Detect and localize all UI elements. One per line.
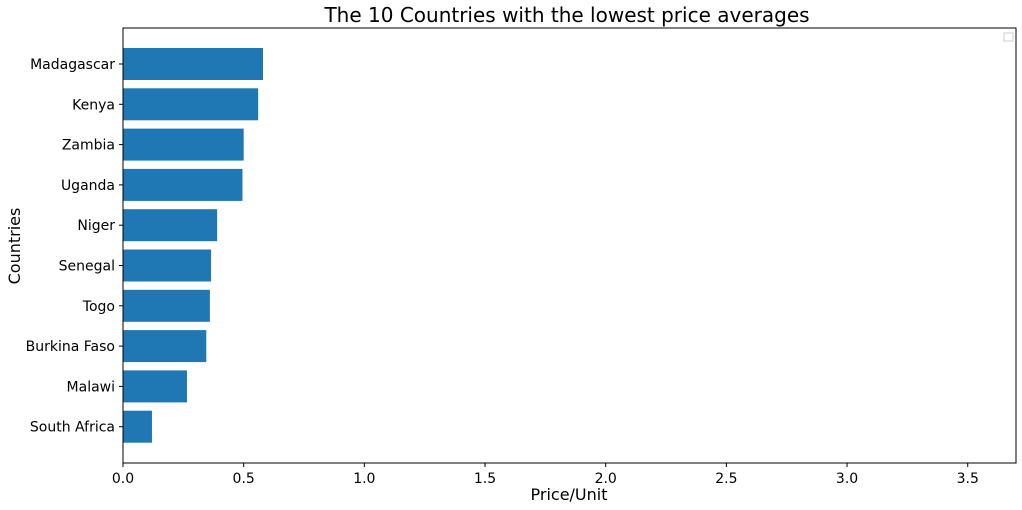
x-tick-label: 1.0	[353, 471, 375, 487]
y-axis-ticks: Madagascar Kenya Zambia Uganda Niger Senegal T…	[26, 57, 123, 436]
bar-south-africa	[123, 410, 152, 443]
bars-group	[123, 48, 263, 443]
bar-niger	[123, 209, 218, 242]
bar-madagascar	[123, 48, 263, 80]
x-tick-label: 2.5	[715, 471, 737, 487]
x-tick-label: 3.0	[836, 471, 858, 487]
y-tick-label: Niger	[77, 218, 115, 234]
x-tick-label: 2.0	[595, 471, 617, 487]
y-tick-label: South Africa	[30, 420, 115, 436]
x-tick-label: 0.5	[233, 471, 255, 487]
y-tick-label: Uganda	[61, 178, 115, 194]
bar-kenya	[123, 88, 259, 121]
bar-zambia	[123, 128, 244, 161]
bar-malawi	[123, 370, 187, 403]
x-axis-label: Price/Unit	[531, 485, 608, 504]
bar-togo	[123, 289, 210, 322]
y-tick-label: Zambia	[62, 138, 115, 154]
bar-uganda	[123, 168, 243, 201]
bar-senegal	[123, 249, 212, 282]
y-tick-label: Madagascar	[30, 57, 115, 73]
y-tick-label: Senegal	[59, 259, 115, 275]
y-tick-label: Kenya	[72, 97, 115, 113]
x-tick-label: 0.0	[112, 471, 134, 487]
chart-title: The 10 Countries with the lowest price a…	[323, 3, 809, 27]
y-tick-label: Burkina Faso	[26, 339, 115, 355]
x-tick-label: 1.5	[474, 471, 496, 487]
plot-frame	[122, 27, 1017, 464]
x-tick-label: 3.5	[957, 471, 979, 487]
x-axis-ticks: 0.0 0.5 1.0 1.5 2.0 2.5 3.0 3.5	[112, 463, 979, 487]
y-tick-label: Togo	[82, 299, 115, 315]
legend-box	[1003, 32, 1014, 42]
bar-burkina-faso	[123, 330, 207, 363]
y-axis-label: Countries	[5, 208, 24, 285]
y-tick-label: Malawi	[67, 379, 115, 395]
